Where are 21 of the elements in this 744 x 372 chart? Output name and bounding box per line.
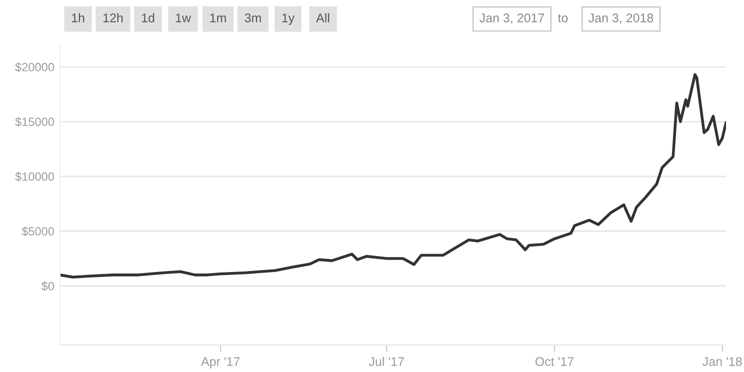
text: Jan 3, 2018	[588, 14, 654, 24]
x-tick-label: Apr '17	[200, 357, 240, 368]
text: 1y	[282, 14, 295, 25]
text: to	[558, 14, 568, 22]
y-tick-label: $5000	[22, 226, 54, 236]
x-tick-label: Jan '18	[702, 357, 742, 366]
text: Jan 3, 2017	[480, 14, 544, 24]
y-tick-label: $10000	[15, 172, 54, 182]
x-tick-label: Oct '17	[535, 357, 574, 366]
y-tick-label: $0	[41, 281, 54, 291]
text: 12h	[104, 13, 123, 22]
x-tick-label: Jul '17	[368, 356, 404, 366]
line-series	[60, 73, 726, 279]
text: 1h	[72, 13, 84, 22]
text: 1m	[210, 14, 226, 22]
y-tick-label: $20000	[15, 62, 54, 72]
y-tick-label: $15000	[15, 117, 54, 127]
text: All	[316, 13, 330, 22]
text: 1d	[142, 13, 154, 22]
text: 1w	[176, 14, 192, 22]
text: 3m	[244, 14, 261, 22]
